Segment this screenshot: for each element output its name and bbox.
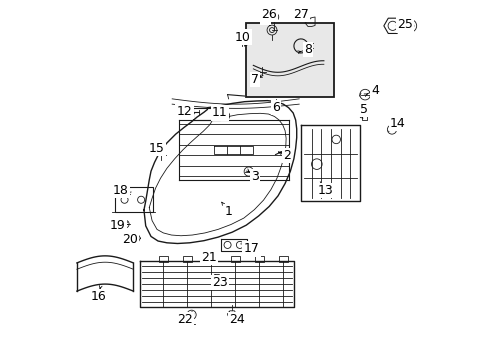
Text: 24: 24 [229,313,245,326]
Text: 15: 15 [149,142,164,155]
Bar [183,256,191,262]
Text: 22: 22 [176,313,192,326]
Text: 7: 7 [250,73,259,86]
Text: 27: 27 [292,8,308,21]
Bar [207,256,215,262]
Text: 9: 9 [261,11,269,24]
Bar [246,23,334,97]
Text: 3: 3 [251,170,259,183]
Text: 16: 16 [90,290,106,303]
Text: 2: 2 [283,149,290,162]
Text: 1: 1 [224,205,232,218]
Bar [255,256,263,262]
Bar [159,256,167,262]
Text: 4: 4 [370,84,378,96]
Text: 21: 21 [201,251,217,264]
Text: 20: 20 [122,234,138,247]
Bar [114,187,153,212]
Text: 8: 8 [304,43,311,56]
Text: 19: 19 [109,219,125,232]
Text: 12: 12 [176,105,192,118]
Text: 10: 10 [234,31,250,44]
Bar [279,256,287,262]
Text: 11: 11 [211,107,227,120]
Text: 25: 25 [396,18,412,31]
Text: 23: 23 [211,276,227,289]
Text: 18: 18 [113,184,129,197]
Text: 5: 5 [360,103,367,116]
Text: 26: 26 [261,8,277,21]
Bar [231,256,239,262]
Text: 13: 13 [317,184,333,197]
Text: 14: 14 [389,117,405,130]
Text: 6: 6 [272,101,280,114]
Text: 17: 17 [243,242,259,255]
